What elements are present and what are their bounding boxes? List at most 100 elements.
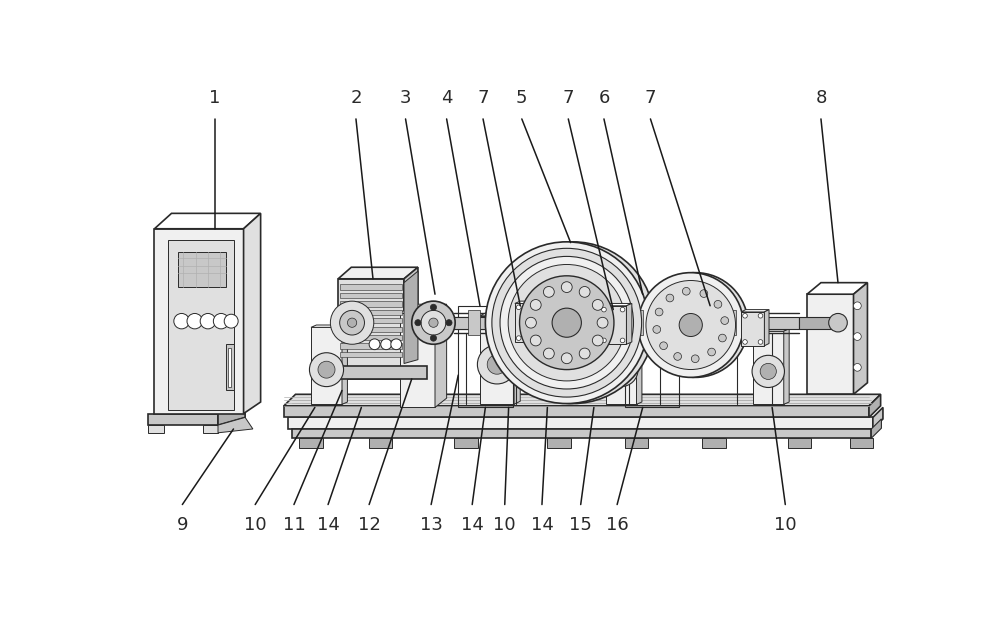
- Polygon shape: [342, 325, 347, 404]
- Text: 14: 14: [461, 516, 484, 534]
- Circle shape: [653, 326, 661, 333]
- Polygon shape: [637, 325, 642, 404]
- Circle shape: [646, 280, 736, 369]
- Polygon shape: [168, 240, 234, 410]
- Polygon shape: [284, 406, 869, 417]
- Circle shape: [429, 318, 438, 327]
- Circle shape: [309, 353, 344, 387]
- Circle shape: [535, 305, 540, 310]
- Circle shape: [660, 342, 667, 350]
- Polygon shape: [299, 438, 323, 448]
- Circle shape: [760, 363, 776, 379]
- Circle shape: [592, 335, 603, 346]
- Text: 10: 10: [244, 516, 267, 534]
- Polygon shape: [455, 316, 497, 329]
- Polygon shape: [454, 438, 478, 448]
- Polygon shape: [228, 348, 231, 387]
- Polygon shape: [435, 304, 447, 407]
- Polygon shape: [784, 329, 789, 404]
- Polygon shape: [311, 327, 342, 404]
- Circle shape: [602, 338, 606, 343]
- Text: 1: 1: [209, 89, 221, 107]
- Text: 7: 7: [563, 89, 574, 107]
- Text: 14: 14: [531, 516, 553, 534]
- Circle shape: [714, 300, 722, 308]
- Circle shape: [758, 340, 763, 345]
- Circle shape: [604, 353, 638, 387]
- Polygon shape: [869, 394, 881, 417]
- Text: 8: 8: [815, 89, 827, 107]
- Text: 12: 12: [358, 516, 381, 534]
- Polygon shape: [871, 419, 881, 438]
- Polygon shape: [292, 429, 871, 438]
- Polygon shape: [338, 279, 404, 368]
- Circle shape: [592, 300, 603, 310]
- Polygon shape: [514, 313, 520, 404]
- Polygon shape: [515, 303, 541, 342]
- Circle shape: [318, 361, 335, 378]
- Polygon shape: [340, 343, 402, 349]
- Polygon shape: [626, 303, 632, 345]
- Circle shape: [446, 320, 452, 326]
- Circle shape: [421, 310, 446, 335]
- Circle shape: [666, 294, 674, 302]
- Polygon shape: [741, 312, 764, 346]
- Text: 10: 10: [774, 516, 797, 534]
- Polygon shape: [480, 316, 514, 404]
- Polygon shape: [600, 306, 626, 345]
- Circle shape: [854, 333, 861, 340]
- Polygon shape: [244, 213, 261, 414]
- Circle shape: [492, 242, 654, 404]
- Circle shape: [721, 316, 729, 325]
- Circle shape: [526, 317, 536, 328]
- Polygon shape: [328, 366, 427, 379]
- Text: 7: 7: [477, 89, 489, 107]
- Polygon shape: [630, 310, 643, 335]
- Text: 4: 4: [441, 89, 452, 107]
- Polygon shape: [148, 425, 164, 433]
- Polygon shape: [178, 252, 226, 287]
- Polygon shape: [807, 283, 867, 294]
- Circle shape: [224, 314, 238, 328]
- Polygon shape: [340, 310, 402, 315]
- Polygon shape: [600, 303, 632, 306]
- Circle shape: [674, 353, 682, 360]
- Circle shape: [612, 361, 630, 378]
- Text: 9: 9: [177, 516, 188, 534]
- Circle shape: [752, 355, 784, 388]
- Text: 14: 14: [317, 516, 339, 534]
- Circle shape: [543, 287, 554, 297]
- Polygon shape: [338, 267, 418, 279]
- Circle shape: [492, 249, 642, 397]
- Circle shape: [487, 354, 507, 374]
- Polygon shape: [753, 329, 789, 331]
- Circle shape: [530, 335, 541, 346]
- Polygon shape: [423, 358, 435, 379]
- Circle shape: [516, 336, 521, 340]
- Circle shape: [477, 345, 517, 384]
- Polygon shape: [288, 417, 873, 429]
- Polygon shape: [741, 310, 769, 312]
- Text: 6: 6: [598, 89, 610, 107]
- Circle shape: [602, 307, 606, 312]
- Polygon shape: [799, 316, 838, 329]
- Circle shape: [691, 355, 699, 363]
- Polygon shape: [702, 438, 726, 448]
- Circle shape: [485, 242, 648, 404]
- Text: 5: 5: [516, 89, 528, 107]
- Circle shape: [330, 301, 374, 345]
- Circle shape: [643, 273, 748, 378]
- Circle shape: [213, 313, 229, 329]
- Text: 16: 16: [606, 516, 629, 534]
- Polygon shape: [606, 327, 637, 404]
- Circle shape: [655, 308, 663, 316]
- Text: 11: 11: [283, 516, 305, 534]
- Polygon shape: [854, 283, 867, 394]
- Polygon shape: [807, 294, 854, 394]
- Polygon shape: [404, 271, 418, 363]
- Polygon shape: [541, 301, 547, 342]
- Circle shape: [561, 282, 572, 293]
- Polygon shape: [340, 284, 402, 290]
- Polygon shape: [753, 331, 784, 404]
- Polygon shape: [340, 318, 402, 323]
